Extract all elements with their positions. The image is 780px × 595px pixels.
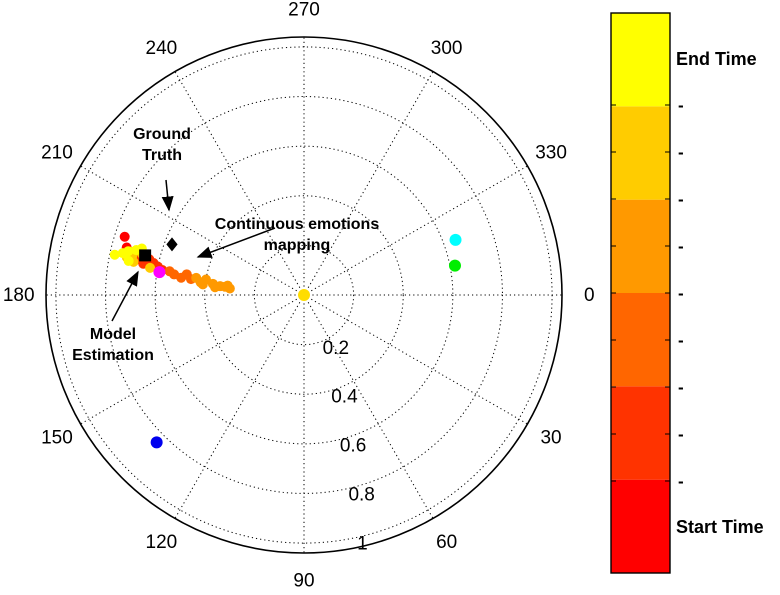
trajectory-point [123, 255, 134, 266]
colorbar-tick-label: - [678, 190, 684, 209]
radial-grid-circle [253, 244, 355, 346]
angle-tick-label: 210 [41, 142, 73, 163]
angle-tick-label: 180 [3, 285, 35, 306]
angle-tick-labels: 0 30 60 90 120 150 180 210 240 270 300 330 [3, 0, 595, 591]
colorbar-segment [611, 293, 670, 387]
trajectory-point [145, 262, 156, 273]
colorbar-segment [611, 13, 670, 107]
annotation-ground-truth: Truth [142, 147, 182, 164]
annotation-model-estimation: Model [90, 326, 136, 343]
annotation-ground-truth: Ground [133, 126, 191, 143]
reference-point [448, 259, 461, 272]
reference-point [153, 266, 166, 279]
annotations: Ground Truth Continuous emotions mapping Mod… [72, 126, 379, 364]
angle-tick-label: 90 [293, 570, 314, 590]
angle-tick-label: 300 [431, 38, 463, 59]
colorbar-tick-label: - [678, 143, 684, 162]
angle-tick-label: 30 [540, 428, 561, 449]
annotation-continuous-mapping: Continuous emotions [215, 216, 380, 233]
trajectory-point [131, 245, 142, 256]
angle-tick-label: 0 [584, 285, 595, 306]
colorbar-segment [611, 199, 670, 293]
angle-spoke [174, 71, 305, 296]
angle-spoke [303, 294, 434, 519]
colorbar-tick-label: - [678, 425, 684, 444]
radial-grid-circle [204, 195, 404, 395]
colorbar-segment [611, 386, 670, 480]
trajectory-point [109, 249, 120, 260]
colorbar-bottom-label: Start Time [676, 517, 764, 537]
colorbar-tick-label: - [678, 378, 684, 397]
angle-tick-label: 240 [146, 38, 178, 59]
annotation-continuous-mapping-arrow [196, 227, 276, 258]
annotation-model-estimation: Estimation [72, 347, 154, 364]
reference-point [298, 289, 310, 301]
colorbar-tick-label: - [678, 331, 684, 350]
angle-spoke [80, 294, 305, 425]
radial-tick-labels: 0.2 0.4 0.6 0.8 1 [323, 338, 375, 554]
trajectory-point [119, 231, 130, 242]
radial-grid-circle [154, 145, 454, 445]
angle-spoke [303, 294, 528, 425]
reference-point [449, 233, 462, 246]
trajectory-point [197, 279, 208, 290]
colorbar-tick-label: - [678, 96, 684, 115]
trajectory-point [220, 281, 231, 292]
reference-point [150, 436, 163, 449]
colorbar-segment [611, 106, 670, 200]
annotation-ground-truth-arrow [161, 179, 174, 212]
radial-tick-label: 0.8 [348, 484, 374, 505]
angle-tick-label: 270 [288, 0, 320, 21]
radial-tick-label: 0.2 [323, 338, 349, 359]
colorbar-tick-label: - [678, 237, 684, 256]
angle-spoke [80, 165, 305, 296]
annotation-model-estimation-arrow [111, 270, 139, 322]
radial-tick-label: 1 [357, 533, 368, 554]
colorbar-top-label: End Time [676, 49, 757, 69]
colorbar-segment [611, 479, 670, 573]
trajectory-point [210, 282, 221, 293]
data-points [109, 231, 462, 449]
radial-tick-label: 0.4 [331, 387, 358, 408]
annotation-continuous-mapping: mapping [264, 237, 331, 254]
angle-spoke [174, 294, 305, 519]
angle-tick-label: 120 [146, 532, 178, 553]
angle-spoke [303, 165, 528, 296]
radial-tick-label: 0.6 [340, 436, 366, 457]
model-estimation-marker [139, 249, 152, 262]
angle-spoke [303, 71, 434, 296]
angle-tick-label: 150 [41, 428, 73, 449]
colorbar-tick-label: - [678, 284, 684, 303]
angle-tick-label: 60 [436, 532, 457, 553]
colorbar: - - - - - - - - - End Time Start Time [610, 12, 764, 574]
ground-truth-marker [166, 237, 178, 252]
angle-tick-label: 330 [535, 142, 567, 163]
colorbar-tick-label: - [678, 472, 684, 491]
